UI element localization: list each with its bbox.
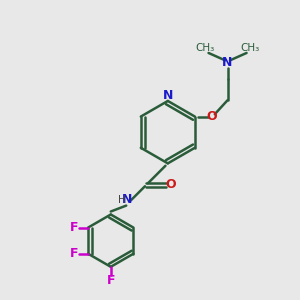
Text: F: F bbox=[70, 247, 78, 260]
Text: N: N bbox=[163, 89, 173, 102]
Text: CH₃: CH₃ bbox=[195, 43, 214, 53]
Text: F: F bbox=[106, 274, 115, 287]
Text: O: O bbox=[166, 178, 176, 191]
Text: N: N bbox=[222, 56, 233, 69]
Text: N: N bbox=[122, 193, 132, 206]
Text: O: O bbox=[206, 110, 217, 123]
Text: CH₃: CH₃ bbox=[241, 43, 260, 53]
Text: H: H bbox=[118, 195, 126, 205]
Text: F: F bbox=[70, 221, 78, 234]
